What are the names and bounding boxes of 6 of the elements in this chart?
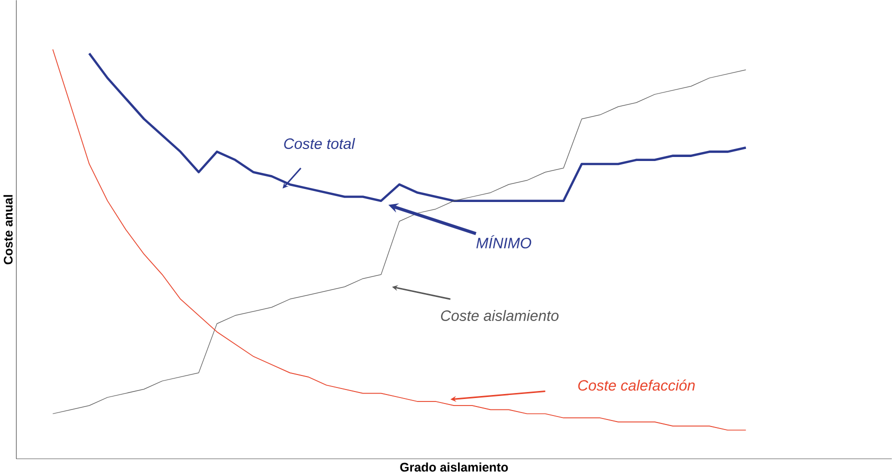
x-axis-title: Grado aislamiento bbox=[400, 462, 508, 472]
text: Coste total bbox=[284, 138, 356, 149]
annotation: MÍNIMO bbox=[476, 235, 532, 248]
y-axis-title: Coste anual bbox=[3, 195, 13, 264]
text: Coste aislamiento bbox=[441, 310, 559, 321]
series-label: Coste calefacción bbox=[578, 379, 695, 391]
